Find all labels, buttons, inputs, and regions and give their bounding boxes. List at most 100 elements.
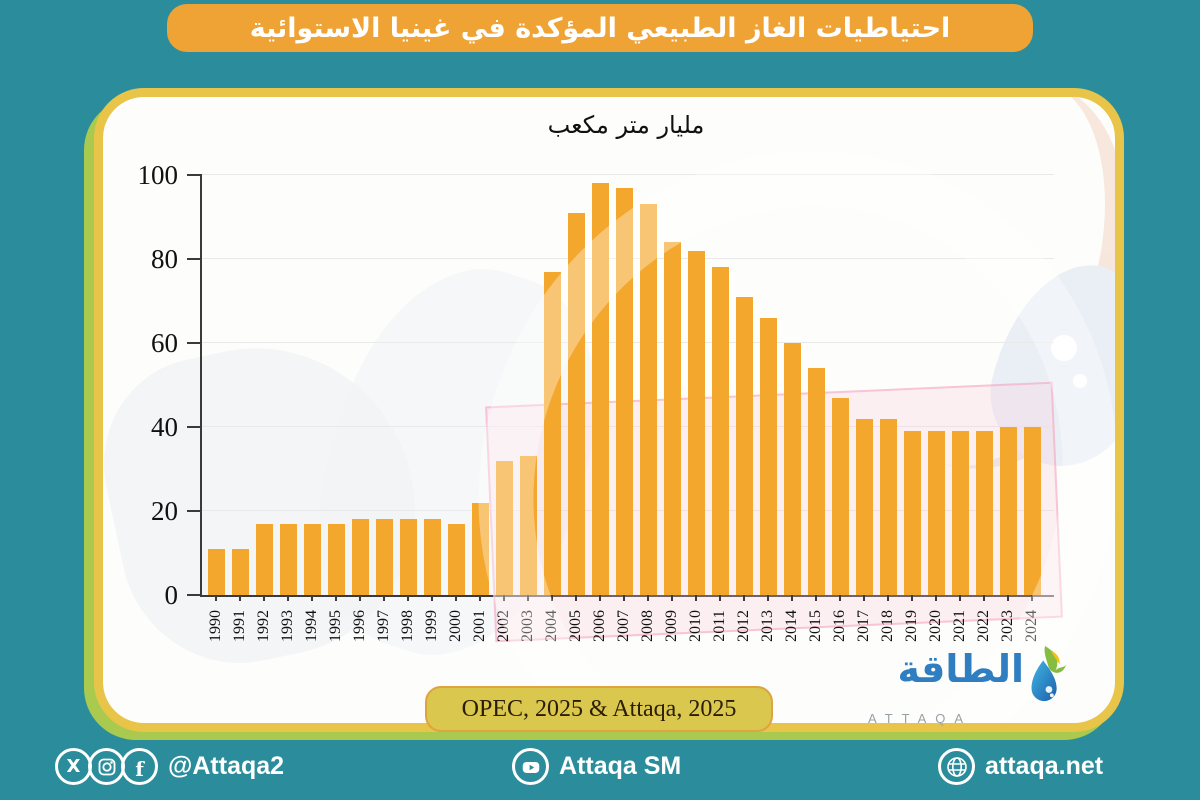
bar bbox=[255, 523, 273, 595]
bar bbox=[759, 317, 777, 595]
x-tick-mark bbox=[431, 595, 433, 601]
bar-slot bbox=[492, 460, 516, 595]
bar-slot bbox=[660, 242, 684, 595]
x-tick-mark bbox=[671, 595, 673, 601]
x-tick-mark bbox=[839, 595, 841, 601]
x-tick-mark bbox=[983, 595, 985, 601]
bar-slot bbox=[252, 523, 276, 595]
x-label-slot: 2018 bbox=[876, 595, 900, 647]
x-label-slot: 2014 bbox=[780, 595, 804, 647]
bar bbox=[639, 204, 657, 595]
x-tick-mark bbox=[287, 595, 289, 601]
x-tick-mark bbox=[647, 595, 649, 601]
bar-slot bbox=[732, 296, 756, 595]
x-tick-mark bbox=[263, 595, 265, 601]
bar-slot bbox=[204, 548, 228, 595]
x-tick-mark bbox=[359, 595, 361, 601]
bar bbox=[1023, 427, 1041, 595]
y-tick-mark bbox=[187, 342, 202, 344]
title-bar: احتياطيات الغاز الطبيعي المؤكدة في غينيا… bbox=[167, 4, 1033, 52]
bar-slot bbox=[852, 418, 876, 595]
x-tick-mark bbox=[695, 595, 697, 601]
bar-slot bbox=[996, 427, 1020, 595]
x-tick-mark bbox=[311, 595, 313, 601]
y-tick-mark bbox=[187, 594, 202, 596]
bar-slot bbox=[972, 431, 996, 595]
bar bbox=[447, 523, 465, 595]
bar-slot bbox=[276, 523, 300, 595]
chart-card: مليار متر مكعب 1990 1991 1992 1993 1994 1995 1… bbox=[94, 88, 1124, 732]
x-tick-mark bbox=[551, 595, 553, 601]
bar-slot bbox=[564, 212, 588, 595]
x-label-slot: 2023 bbox=[996, 595, 1020, 647]
x-tick-mark bbox=[743, 595, 745, 601]
logo-drop-icon bbox=[1026, 646, 1068, 709]
x-tick-mark bbox=[935, 595, 937, 601]
x-tick-mark bbox=[887, 595, 889, 601]
bar-slot bbox=[804, 368, 828, 595]
bar-slot bbox=[1020, 427, 1044, 595]
bar bbox=[399, 519, 417, 595]
x-tick-mark bbox=[239, 595, 241, 601]
bar-slot bbox=[588, 183, 612, 595]
bar bbox=[543, 271, 561, 595]
logo-arabic-text: الطاقة bbox=[897, 647, 1024, 691]
bar-slot bbox=[372, 519, 396, 595]
x-tick-mark bbox=[599, 595, 601, 601]
source-box: OPEC, 2025 & Attaqa, 2025 bbox=[425, 686, 773, 732]
x-label-slot: 2017 bbox=[852, 595, 876, 647]
bar-slot bbox=[684, 250, 708, 595]
bar bbox=[279, 523, 297, 595]
bar-slot bbox=[420, 519, 444, 595]
x-label-slot: 2013 bbox=[756, 595, 780, 647]
footer-website-group: attaqa.net bbox=[938, 748, 1103, 785]
x-tick-mark bbox=[335, 595, 337, 601]
y-tick-label: 20 bbox=[151, 496, 178, 526]
x-axis-year-label: 2024 bbox=[1023, 610, 1040, 642]
bars-container bbox=[204, 175, 1044, 595]
youtube-icon bbox=[512, 748, 549, 785]
x-tick-mark bbox=[479, 595, 481, 601]
bar-slot bbox=[468, 502, 492, 595]
youtube-handle: Attaqa SM bbox=[559, 752, 682, 780]
x-tick-mark bbox=[911, 595, 913, 601]
bar bbox=[207, 548, 225, 595]
bar-slot bbox=[780, 343, 804, 595]
y-tick-mark bbox=[187, 258, 202, 260]
footer-youtube-group: Attaqa SM bbox=[512, 748, 681, 785]
bar-slot bbox=[396, 519, 420, 595]
bar bbox=[927, 431, 945, 595]
watermark-highlight-dot bbox=[1073, 374, 1087, 388]
bar bbox=[351, 519, 369, 595]
bar bbox=[951, 431, 969, 595]
y-tick-mark bbox=[187, 426, 202, 428]
facebook-icon: f bbox=[121, 748, 158, 785]
bar-slot bbox=[636, 204, 660, 595]
bar-slot bbox=[924, 431, 948, 595]
bar-slot bbox=[708, 267, 732, 595]
bar-slot bbox=[948, 431, 972, 595]
x-tick-mark bbox=[575, 595, 577, 601]
bar-slot bbox=[228, 548, 252, 595]
x-tick-mark bbox=[767, 595, 769, 601]
bar bbox=[519, 456, 537, 595]
bar bbox=[495, 460, 513, 595]
bar-chart-plot: 1990 1991 1992 1993 1994 1995 1996 1997 1998 1999… bbox=[138, 160, 1063, 643]
bar bbox=[687, 250, 705, 595]
chart-unit-title: مليار متر مكعب bbox=[547, 111, 705, 139]
x-label-slot: 2008 bbox=[636, 595, 660, 647]
x-label-slot: 2024 bbox=[1020, 595, 1044, 647]
bar-slot bbox=[348, 519, 372, 595]
x-label-slot: 2020 bbox=[924, 595, 948, 647]
bar-slot bbox=[756, 317, 780, 595]
bar-slot bbox=[300, 523, 324, 595]
x-label-slot: 2012 bbox=[732, 595, 756, 647]
y-tick-label: 40 bbox=[151, 412, 178, 442]
bar bbox=[831, 397, 849, 595]
bar bbox=[471, 502, 489, 595]
bar bbox=[327, 523, 345, 595]
attaqa-logo: الطاقة ATTAQA bbox=[862, 646, 1068, 728]
x-label-slot: 2015 bbox=[804, 595, 828, 647]
bar-slot bbox=[900, 431, 924, 595]
x-tick-mark bbox=[1007, 595, 1009, 601]
